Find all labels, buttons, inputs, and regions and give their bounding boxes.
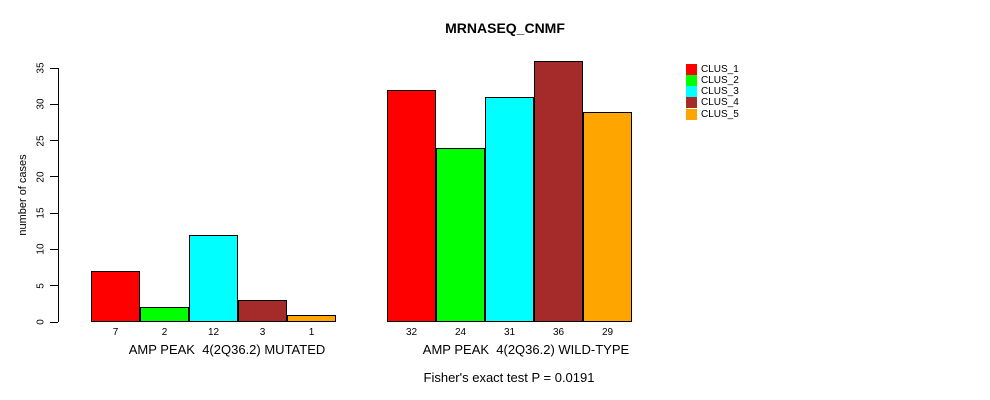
y-tick-mark xyxy=(50,140,58,142)
y-tick-mark xyxy=(50,321,58,323)
legend-label-clus_2: CLUS_2 xyxy=(701,74,739,86)
fisher-test-annotation: Fisher's exact test P = 0.0191 xyxy=(423,370,595,385)
legend-swatch-clus_5 xyxy=(686,108,697,120)
bar-clus_1-group2 xyxy=(387,89,436,322)
y-tick-mark xyxy=(50,212,58,214)
group-label-wild-type: AMP PEAK 4(2Q36.2) WILD-TYPE xyxy=(422,342,630,357)
y-tick-mark xyxy=(50,248,58,250)
bar-value-label: 36 xyxy=(552,327,565,338)
bar-clus_4-group1 xyxy=(238,300,287,322)
y-tick-label: 35 xyxy=(35,62,47,74)
y-axis-line xyxy=(58,68,59,322)
y-tick-mark xyxy=(50,103,58,105)
group-label-mutated: AMP PEAK 4(2Q36.2) MUTATED xyxy=(128,342,326,357)
legend-label-clus_4: CLUS_4 xyxy=(701,97,739,109)
legend-swatch-clus_2 xyxy=(686,74,697,86)
y-tick-label: 30 xyxy=(35,98,47,110)
y-tick-label: 0 xyxy=(35,319,47,325)
y-tick-mark xyxy=(50,67,58,69)
bar-value-label: 12 xyxy=(207,327,220,338)
y-tick-mark xyxy=(50,285,58,287)
legend-label-clus_5: CLUS_5 xyxy=(701,108,739,120)
bar-clus_5-group2 xyxy=(583,111,632,322)
legend-label-clus_1: CLUS_1 xyxy=(701,63,739,75)
bar-value-label: 32 xyxy=(405,327,418,338)
legend-label-clus_3: CLUS_3 xyxy=(701,86,739,98)
bar-clus_1-group1 xyxy=(91,271,140,322)
bar-value-label: 3 xyxy=(259,327,266,338)
bar-clus_4-group2 xyxy=(534,60,583,322)
bar-clus_3-group2 xyxy=(485,97,534,322)
y-tick-label: 10 xyxy=(35,243,47,255)
bar-value-label: 2 xyxy=(161,327,168,338)
bar-value-label: 1 xyxy=(308,327,315,338)
legend-swatch-clus_1 xyxy=(686,63,697,75)
chart-title: MRNASEQ_CNMF xyxy=(445,20,565,36)
y-tick-mark xyxy=(50,176,58,178)
bar-value-label: 7 xyxy=(112,327,119,338)
bar-clus_2-group2 xyxy=(436,147,485,322)
bar-clus_5-group1 xyxy=(287,314,336,322)
y-tick-label: 20 xyxy=(35,171,47,183)
bar-clus_2-group1 xyxy=(140,307,189,322)
bar-value-label: 29 xyxy=(601,327,614,338)
y-tick-label: 15 xyxy=(35,207,47,219)
legend-swatch-clus_3 xyxy=(686,86,697,98)
y-tick-label: 25 xyxy=(35,135,47,147)
y-tick-label: 5 xyxy=(35,282,47,289)
bar-value-label: 31 xyxy=(503,327,516,338)
legend-swatch-clus_4 xyxy=(686,97,697,109)
bar-clus_3-group1 xyxy=(189,234,238,322)
bar-value-label: 24 xyxy=(454,327,467,338)
y-axis-title: number of cases xyxy=(17,154,29,236)
